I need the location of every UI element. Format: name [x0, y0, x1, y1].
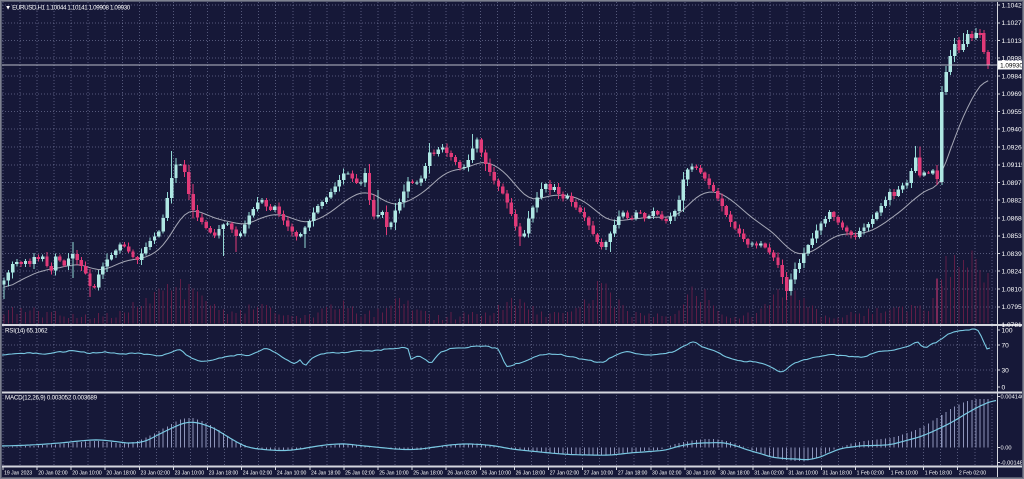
- svg-text:30 Jan 02:00: 30 Jan 02:00: [652, 471, 682, 477]
- svg-text:1.10420: 1.10420: [1002, 2, 1024, 9]
- svg-text:0: 0: [1002, 384, 1006, 391]
- svg-text:26 Jan 18:00: 26 Jan 18:00: [516, 471, 546, 477]
- svg-text:▼ EURUSD,H1 1.10044 1.10141 1: ▼ EURUSD,H1 1.10044 1.10141 1.09908 1.09…: [5, 5, 131, 12]
- svg-text:27 Jan 18:00: 27 Jan 18:00: [618, 471, 648, 477]
- svg-text:26 Jan 02:00: 26 Jan 02:00: [447, 471, 477, 477]
- svg-text:23 Jan 10:00: 23 Jan 10:00: [175, 471, 205, 477]
- svg-text:24 Jan 02:00: 24 Jan 02:00: [243, 471, 273, 477]
- svg-text:27 Jan 02:00: 27 Jan 02:00: [550, 471, 580, 477]
- svg-text:RSI(14) 65.1062: RSI(14) 65.1062: [5, 328, 48, 335]
- svg-text:25 Jan 10:00: 25 Jan 10:00: [379, 471, 409, 477]
- svg-text:1 Feb 18:00: 1 Feb 18:00: [925, 471, 952, 477]
- svg-text:2 Feb 02:00: 2 Feb 02:00: [959, 471, 986, 477]
- svg-text:1.08680: 1.08680: [1002, 215, 1024, 222]
- svg-text:1.08825: 1.08825: [1002, 198, 1024, 205]
- svg-text:1 Feb 10:00: 1 Feb 10:00: [891, 471, 918, 477]
- svg-text:0.00: 0.00: [1001, 446, 1012, 452]
- svg-text:1.09115: 1.09115: [1002, 162, 1024, 169]
- svg-text:30 Jan 18:00: 30 Jan 18:00: [720, 471, 750, 477]
- svg-text:23 Jan 02:00: 23 Jan 02:00: [141, 471, 171, 477]
- svg-text:23 Jan 18:00: 23 Jan 18:00: [209, 471, 239, 477]
- svg-text:1.09695: 1.09695: [1002, 91, 1024, 98]
- svg-text:1.09930: 1.09930: [1000, 62, 1023, 69]
- svg-text:20 Jan 02:00: 20 Jan 02:00: [38, 471, 68, 477]
- svg-text:70: 70: [1002, 342, 1010, 349]
- svg-text:1.08245: 1.08245: [1002, 269, 1024, 276]
- svg-text:31 Jan 18:00: 31 Jan 18:00: [823, 471, 853, 477]
- svg-text:1.07955: 1.07955: [1002, 304, 1024, 311]
- svg-text:1 Feb 02:00: 1 Feb 02:00: [857, 471, 884, 477]
- svg-text:1.08100: 1.08100: [1002, 286, 1024, 293]
- svg-text:30: 30: [1002, 367, 1010, 374]
- svg-text:-0.00148: -0.00148: [1001, 461, 1023, 467]
- svg-text:20 Jan 18:00: 20 Jan 18:00: [106, 471, 136, 477]
- svg-text:1.10275: 1.10275: [1002, 20, 1024, 27]
- svg-text:1.08970: 1.08970: [1002, 180, 1024, 187]
- svg-text:1.10130: 1.10130: [1002, 38, 1024, 45]
- svg-text:24 Jan 18:00: 24 Jan 18:00: [311, 471, 341, 477]
- svg-text:26 Jan 10:00: 26 Jan 10:00: [482, 471, 512, 477]
- svg-text:30 Jan 10:00: 30 Jan 10:00: [686, 471, 716, 477]
- svg-text:31 Jan 02:00: 31 Jan 02:00: [754, 471, 784, 477]
- svg-text:MACD(12,26,9) 0.003052 0.00368: MACD(12,26,9) 0.003052 0.003689: [5, 395, 98, 402]
- svg-text:1.08390: 1.08390: [1002, 251, 1024, 258]
- svg-text:1.09260: 1.09260: [1002, 144, 1024, 151]
- svg-text:31 Jan 10:00: 31 Jan 10:00: [788, 471, 818, 477]
- svg-text:100: 100: [1002, 327, 1013, 334]
- svg-text:1.09985: 1.09985: [1002, 56, 1024, 63]
- svg-text:1.09405: 1.09405: [1002, 127, 1024, 134]
- svg-text:1.09840: 1.09840: [1002, 73, 1024, 80]
- svg-text:24 Jan 10:00: 24 Jan 10:00: [277, 471, 307, 477]
- svg-text:25 Jan 18:00: 25 Jan 18:00: [413, 471, 443, 477]
- svg-text:1.08535: 1.08535: [1002, 233, 1024, 240]
- svg-text:0.004146: 0.004146: [1001, 395, 1024, 401]
- svg-text:19 Jan 2023: 19 Jan 2023: [4, 471, 32, 477]
- svg-text:27 Jan 10:00: 27 Jan 10:00: [584, 471, 614, 477]
- svg-text:20 Jan 10:00: 20 Jan 10:00: [72, 471, 102, 477]
- svg-text:25 Jan 02:00: 25 Jan 02:00: [345, 471, 375, 477]
- svg-text:1.09550: 1.09550: [1002, 109, 1024, 116]
- svg-text:1.07810: 1.07810: [1002, 322, 1024, 329]
